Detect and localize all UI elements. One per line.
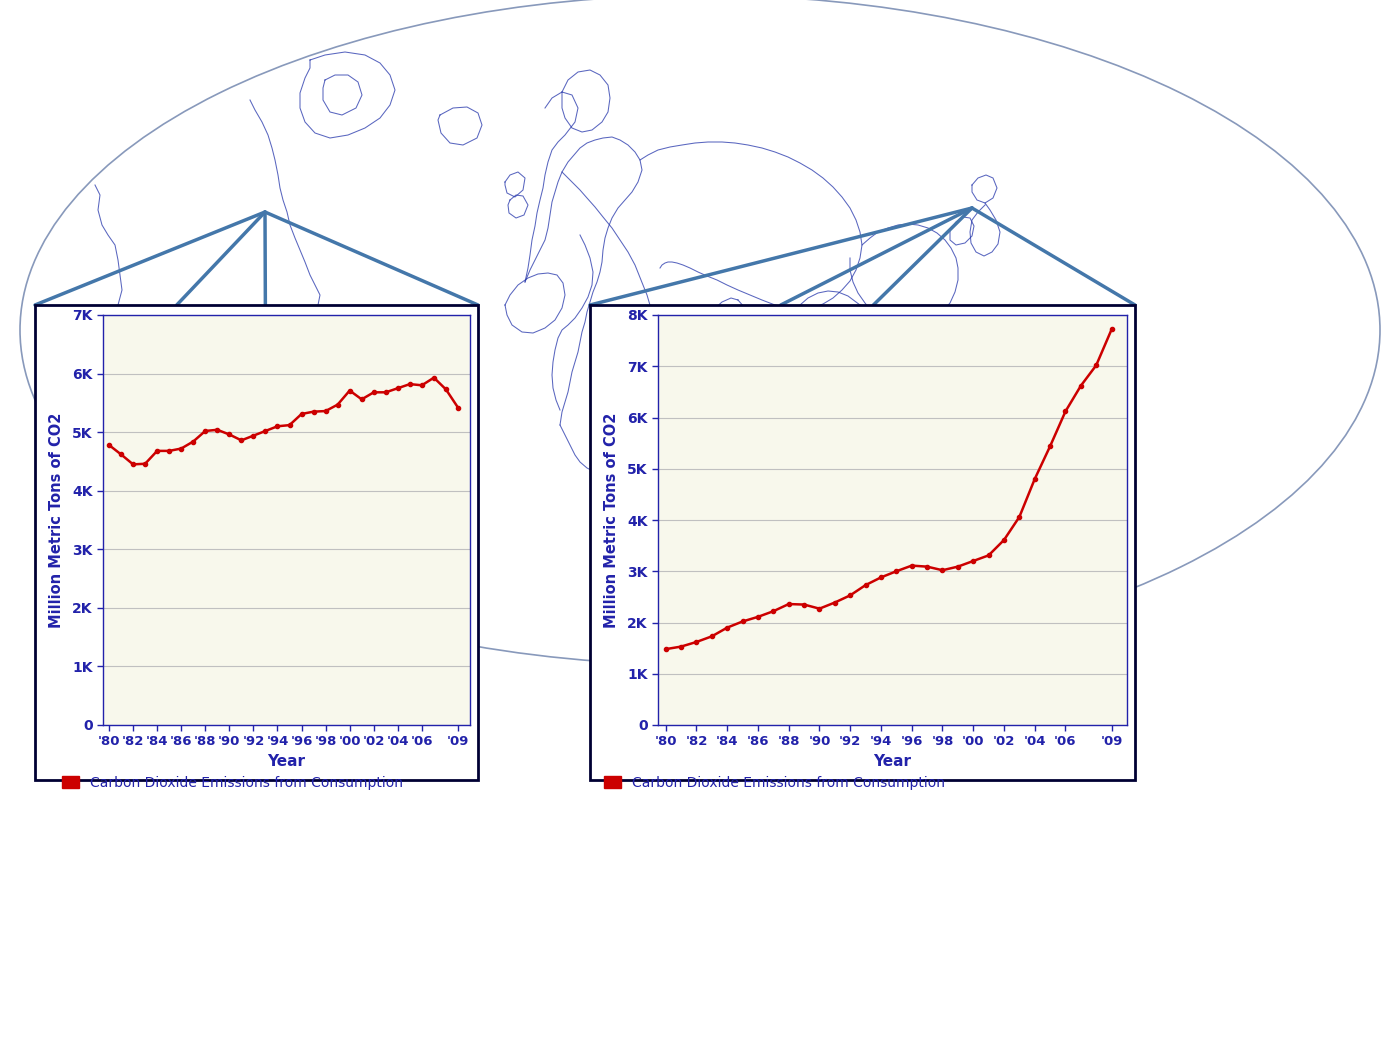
Y-axis label: Million Metric Tons of CO2: Million Metric Tons of CO2 <box>603 413 619 628</box>
Bar <box>35 304 477 780</box>
Bar <box>589 304 1135 780</box>
Y-axis label: Million Metric Tons of CO2: Million Metric Tons of CO2 <box>49 413 64 628</box>
X-axis label: Year: Year <box>267 754 305 769</box>
Legend: Carbon Dioxide Emissions from Consumption: Carbon Dioxide Emissions from Consumptio… <box>603 776 945 790</box>
Legend: Carbon Dioxide Emissions from Consumption: Carbon Dioxide Emissions from Consumptio… <box>62 776 403 790</box>
X-axis label: Year: Year <box>874 754 911 769</box>
